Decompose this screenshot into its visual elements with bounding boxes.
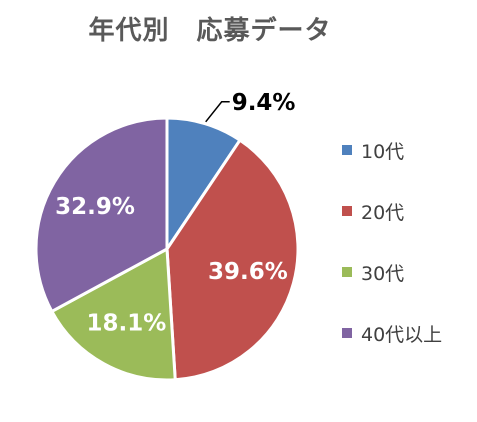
legend-label-40s-plus: 40代以上 (361, 323, 443, 346)
legend-item-40s-plus: 40代以上 (342, 321, 443, 346)
legend-label-30s: 30代 (361, 262, 405, 285)
legend-label-20s: 20代 (361, 201, 405, 224)
data-label-10s: 9.4% (232, 90, 296, 116)
chart-title: 年代別 応募データ (88, 16, 332, 46)
data-label-20s: 39.6% (208, 259, 288, 285)
legend-label-10s: 10代 (361, 140, 405, 163)
legend-item-10s: 10代 (342, 138, 442, 163)
pie-slice-20s (165, 138, 300, 382)
legend-item-30s: 30代 (342, 260, 442, 285)
data-label-30s: 18.1% (87, 310, 167, 336)
legend-swatch-10s (342, 145, 352, 155)
legend-item-20s: 20代 (342, 199, 442, 224)
leader-line-10s (205, 101, 230, 123)
legend-swatch-20s (342, 206, 352, 216)
pie-slice-30s (50, 247, 177, 382)
legend: 10代 20代 30代 40代以上 (342, 138, 442, 382)
legend-swatch-30s (342, 267, 352, 277)
legend-swatch-40s-plus (342, 328, 352, 338)
pie-slice-40s-plus (34, 116, 169, 313)
data-label-40s-plus: 32.9% (55, 194, 135, 220)
